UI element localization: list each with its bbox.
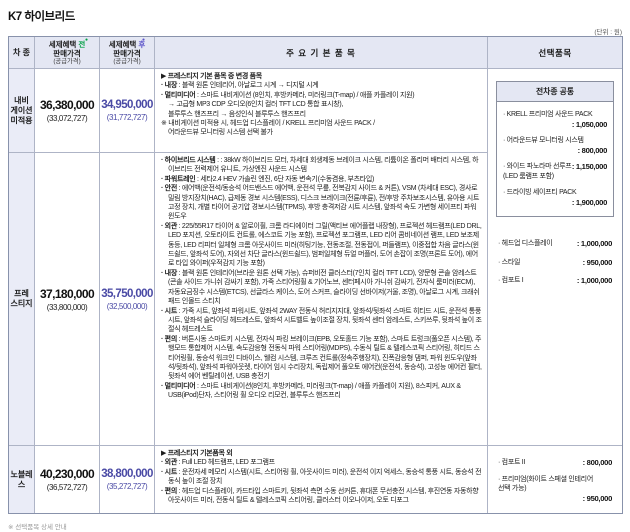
sale-price-label-after: 판매가격 (113, 48, 141, 58)
price-before-value: 37,180,000 (39, 286, 95, 301)
common-options-list: · KRELL 프리미엄 사운드 PACK: 1,050,000 · 어라운드뷰… (497, 102, 613, 216)
feature-item: · 하이브리드 시스템 : : 38kW 하이브리드 모터, 차세대 회생제동 … (161, 157, 479, 174)
option-item: · 드라이빙 세이프티 PACK: 1,900,000 (503, 189, 607, 207)
col-header-model-label: 차 종 (13, 48, 30, 57)
price-before-cell-row2: 37,180,000 (33,800,000) (35, 153, 100, 446)
feature-item: · 편의 : 헤드업 디스플레이, 카드타입 스마트키, 뒷좌석 측면 수동 선… (161, 487, 479, 505)
options-cell-common: 전차종 공통 · KRELL 프리미엄 사운드 PACK: 1,050,000 … (488, 69, 622, 446)
feature-item: · 시트 : 운전자세 메모리 시스템(시트, 스티어링 휠, 아웃사이드 미러… (161, 468, 482, 486)
supply-price-label-before: (공급가격) (53, 57, 81, 65)
trim-cell-prestige: 프레 스티지 (9, 153, 35, 446)
feature-item: · 편의 : 버튼시동 스마트키 시스템, 전자식 파킹 브레이크(EPB, 오… (161, 335, 482, 381)
option-item: · 컴포트 I: 1,000,000 (498, 276, 612, 285)
trim-label: 노블레스 (10, 469, 33, 489)
price-after-cell-row2: 35,750,000 (32,500,000) (100, 153, 155, 446)
price-after-value: 35,750,000 (101, 287, 153, 300)
feature-item: · 멀티미디어 : 스마트 내비게이션 (8인치, 후방카메라, 미러링크(T-… (161, 91, 415, 118)
option-item: · 와이드 파노라마 선루프 (LED 룸램프 포함): 1,150,000 (503, 162, 607, 180)
option-item: · 어라운드뷰 모니터링 시스템: 800,000 (503, 137, 607, 155)
tax-benefit-after-accent: 후 (138, 39, 146, 49)
trim-cell-nav-not-applied: 내비 게이션 미적용 (9, 69, 35, 153)
option-item: · 스타일: 950,000 (498, 257, 612, 267)
section-header: ▶ 프레스티지 기본품목 외 (161, 450, 233, 457)
price-before-cell-row1: 36,380,000 (33,072,727) (35, 69, 100, 153)
supply-after-value: (32,500,000) (106, 301, 148, 311)
price-after-cell-row1: 34,950,000 (31,772,727) (100, 69, 155, 153)
feature-item: · 시트 : 가죽 시트, 앞좌석 파워시트, 앞좌석 2WAY 전동식 허리지… (161, 307, 482, 334)
price-before-cell-row3: 40,230,000 (36,572,727) (35, 446, 100, 513)
tax-benefit-before-accent: 전 (78, 39, 86, 49)
feature-item: · 내장 : 블랙 원톤 인테리어, 아날로그 시계 → 디지털 시계 (161, 82, 319, 90)
feature-item: · 안전 : 에어백(운전석/동승석 어드밴스드 에어백, 운전석 무릎, 전복… (161, 185, 480, 221)
option-item: · 프리미엄(화이트 스페셜 인테리어 선택 가능): 950,000 (498, 475, 612, 503)
col-header-price-after: ● 세제혜택 후 판매가격 (공급가격) (100, 37, 155, 69)
supply-after-value: (35,272,727) (106, 482, 148, 491)
price-before-value: 40,230,000 (39, 467, 95, 481)
supply-after-value: (31,772,727) (106, 113, 148, 122)
supply-price-label-after: (공급가격) (113, 57, 141, 65)
tax-benefit-before-prefix: 세제혜택 (48, 39, 77, 49)
items-cell-row1: ▶ 프레스티지 기본 품목 중 변경 품목 · 내장 : 블랙 원톤 인테리어,… (155, 69, 488, 153)
trim-label: 내비 게이션 미적용 (10, 95, 33, 125)
feature-item: · 파워트레인 : 세타2.4 HEV 가솔린 엔진, 6단 자동 변속기(수동… (161, 175, 375, 183)
price-table: 차 종 ● 세제혜택 전 판매가격 (공급가격) ● 세제혜택 후 판매가격 (… (8, 36, 623, 514)
feature-item: · 외관 : Full LED 헤드램프, LED 포그램프 (161, 459, 275, 467)
price-after-cell-row3: 38,800,000 (35,272,727) (100, 446, 155, 513)
unit-note: (단위 : 원) (594, 29, 622, 36)
tax-benefit-after-prefix: 세제혜택 (108, 39, 137, 49)
section-header: ▶ 프레스티지 기본 품목 중 변경 품목 (161, 73, 262, 80)
price-before-value: 36,380,000 (39, 98, 95, 112)
items-cell-row3: ▶ 프레스티지 기본품목 외 · 외관 : Full LED 헤드램프, LED… (155, 446, 488, 513)
supply-before-value: (33,800,000) (46, 302, 88, 312)
col-header-model: 차 종 (9, 37, 35, 69)
common-options-box-title: 전차종 공통 (497, 82, 613, 102)
main-items-header-label: 주 요 기 본 품 목 (286, 47, 356, 58)
items-cell-row2: · 하이브리드 시스템 : : 38kW 하이브리드 모터, 차세대 회생제동 … (155, 153, 488, 446)
feature-item: · 내장 : 블랙 원톤 인테리어(브라운 원톤 선택 가능), 슈퍼비전 클러… (161, 269, 480, 306)
option-item: · 헤드업 디스플레이: 1,000,000 (498, 239, 612, 248)
option-item: · 컴포트 II: 800,000 (498, 458, 612, 467)
prestige-options-list: · 헤드업 디스플레이: 1,000,000 · 스타일: 950,000 · … (498, 239, 612, 286)
options-cell-noblesse: · 컴포트 II: 800,000 · 프리미엄(화이트 스페셜 인테리어 선택… (488, 446, 622, 513)
green-dot-icon: ● (84, 37, 88, 43)
col-header-price-before: ● 세제혜택 전 판매가격 (공급가격) (35, 37, 100, 69)
purple-dot-icon: ● (141, 37, 145, 43)
price-after-value: 38,800,000 (101, 468, 153, 480)
feature-item: · 외관 : 225/55R17 타이어 & 알로이휠, 크롬 라디에이터 그릴… (161, 222, 482, 268)
supply-before-value: (36,572,727) (46, 483, 88, 492)
col-header-main-items: 주 요 기 본 품 목 (155, 37, 488, 69)
common-options-box: 전차종 공통 · KRELL 프리미엄 사운드 PACK: 1,050,000 … (496, 81, 614, 217)
options-header-label: 선택품목 (538, 47, 572, 58)
feature-note: ※ 내비게이션 미적용 시, 헤드업 디스플레이 / KRELL 프리미엄 사운… (161, 120, 375, 137)
trim-cell-noblesse: 노블레스 (9, 446, 35, 513)
feature-item: · 멀티미디어 : 스마트 내비게이션(8인치, 후방카메라, 미러링크(T-m… (161, 382, 461, 400)
col-header-options: 선택품목 (488, 37, 622, 69)
option-item: · KRELL 프리미엄 사운드 PACK: 1,050,000 (503, 111, 607, 129)
supply-before-value: (33,072,727) (46, 114, 88, 123)
sale-price-label-before: 판매가격 (53, 48, 81, 58)
page-title: K7 하이브리드 (8, 11, 75, 23)
trim-label: 프레 스티지 (10, 289, 33, 308)
price-after-value: 34,950,000 (101, 99, 153, 111)
footnote: ※ 선택품목 상세 안내 (8, 524, 67, 531)
